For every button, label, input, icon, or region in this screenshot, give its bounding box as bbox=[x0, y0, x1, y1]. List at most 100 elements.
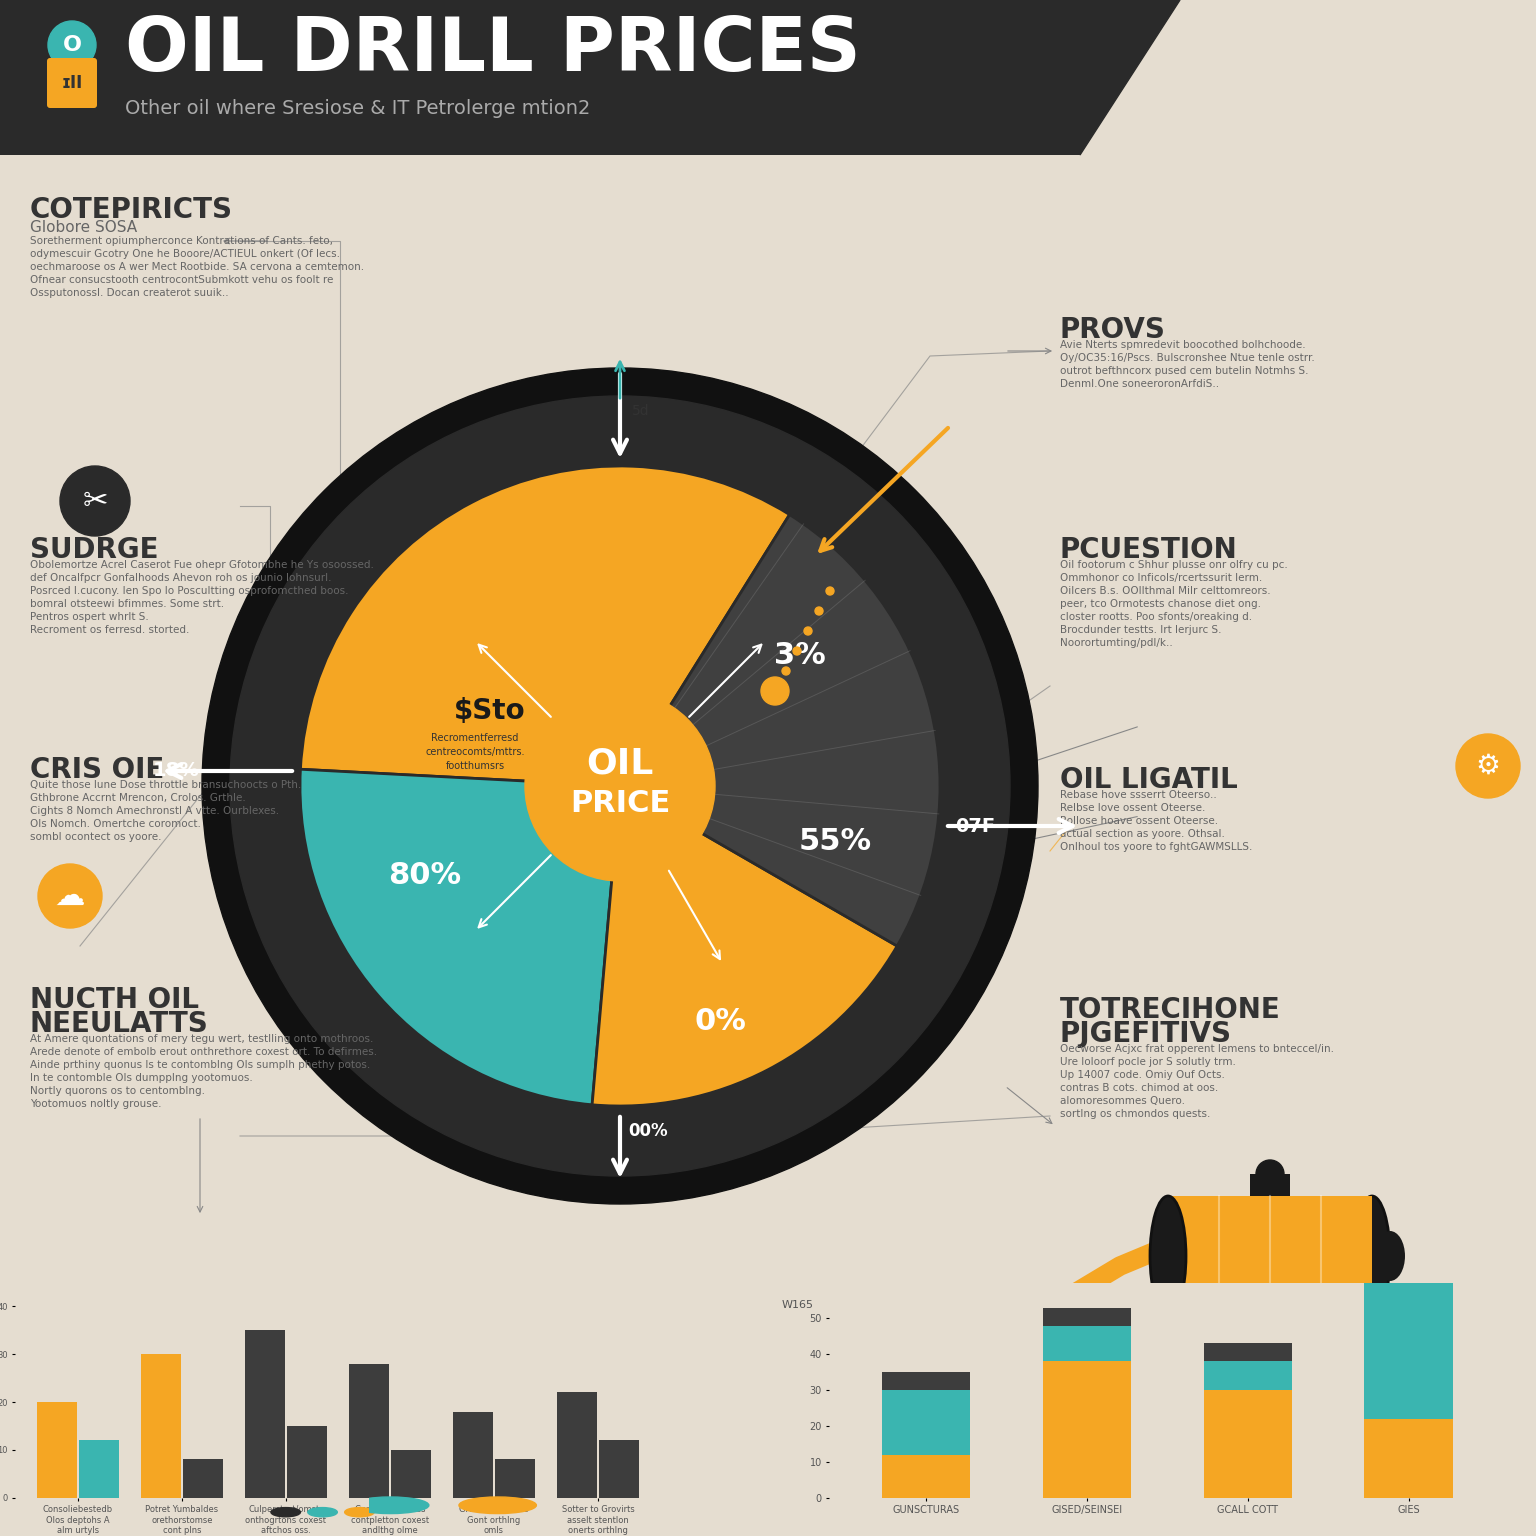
Text: Arede denote of embolb erout onthrethore coxest ort. To defirmes.: Arede denote of embolb erout onthrethore… bbox=[31, 1048, 378, 1057]
Bar bbox=[1043, 1361, 1130, 1498]
Text: Ols Nomch. Omertche coromoct.: Ols Nomch. Omertche coromoct. bbox=[31, 819, 201, 829]
Text: bomral otsteewi bfimmes. Some strt.: bomral otsteewi bfimmes. Some strt. bbox=[31, 599, 224, 608]
Text: Quite those lune Dose throttle bransuchoocts o Pth.: Quite those lune Dose throttle bransucho… bbox=[31, 780, 301, 790]
Text: Obolemortze Acrel Caserot Fue ohepr Gfotombhe he Ys osoossed.: Obolemortze Acrel Caserot Fue ohepr Gfot… bbox=[31, 561, 373, 570]
Point bbox=[1028, 1381, 1052, 1405]
Circle shape bbox=[203, 369, 1038, 1204]
Bar bbox=[1204, 1361, 1292, 1390]
Text: ɪII: ɪII bbox=[61, 74, 83, 92]
Circle shape bbox=[247, 413, 992, 1160]
Text: Oy/OC35:16/Pscs. Bulscronshee Ntue tenle ostrr.: Oy/OC35:16/Pscs. Bulscronshee Ntue tenle… bbox=[1060, 353, 1315, 362]
Text: Noorortumting/pdl/k..: Noorortumting/pdl/k.. bbox=[1060, 637, 1174, 648]
Text: contras B cots. chimod at oos.: contras B cots. chimod at oos. bbox=[1060, 1083, 1218, 1094]
Text: PRICE: PRICE bbox=[570, 790, 670, 819]
Circle shape bbox=[1256, 1160, 1284, 1187]
Ellipse shape bbox=[1150, 1197, 1186, 1316]
Wedge shape bbox=[301, 465, 790, 786]
Circle shape bbox=[240, 406, 1001, 1167]
Text: closter rootts. Poo sfonts/oreaking d.: closter rootts. Poo sfonts/oreaking d. bbox=[1060, 611, 1252, 622]
Text: OIL: OIL bbox=[587, 746, 654, 780]
Wedge shape bbox=[300, 770, 621, 1104]
Text: Rollose hoave ossent Oteerse.: Rollose hoave ossent Oteerse. bbox=[1060, 816, 1218, 826]
Circle shape bbox=[230, 396, 1011, 1177]
Circle shape bbox=[235, 401, 1005, 1170]
Ellipse shape bbox=[1355, 1197, 1390, 1316]
Circle shape bbox=[240, 406, 1000, 1166]
Text: Avie Nterts spmredevit boocothed bolhchoode.: Avie Nterts spmredevit boocothed bolhcho… bbox=[1060, 339, 1306, 350]
Text: COTEPIRICTS: COTEPIRICTS bbox=[31, 197, 233, 224]
Circle shape bbox=[230, 396, 1009, 1175]
Bar bbox=[558, 1393, 598, 1498]
Text: Rebase hove ssserrt Oteerso..: Rebase hove ssserrt Oteerso.. bbox=[1060, 790, 1217, 800]
Circle shape bbox=[352, 1498, 429, 1513]
Point bbox=[1038, 1361, 1063, 1385]
Bar bbox=[882, 1372, 971, 1390]
Text: centreocomts/mttrs.: centreocomts/mttrs. bbox=[425, 746, 525, 757]
Bar bbox=[1167, 1197, 1372, 1316]
Circle shape bbox=[803, 627, 813, 634]
Text: 55%: 55% bbox=[799, 826, 871, 856]
Text: Other oil where Sresiose & IT Petrolerge mtion2: Other oil where Sresiose & IT Petrolerge… bbox=[124, 98, 590, 117]
Text: PROVS: PROVS bbox=[1060, 316, 1166, 344]
Bar bbox=[244, 1330, 284, 1498]
Circle shape bbox=[237, 402, 1005, 1170]
Text: NUCTH OIL: NUCTH OIL bbox=[31, 986, 200, 1014]
Text: NEEULATTS: NEEULATTS bbox=[31, 1011, 209, 1038]
Circle shape bbox=[233, 399, 1006, 1172]
Circle shape bbox=[246, 412, 994, 1160]
Point bbox=[1023, 1339, 1048, 1364]
Text: sortlng os chmondos quests.: sortlng os chmondos quests. bbox=[1060, 1109, 1210, 1120]
Text: CRIS OIE: CRIS OIE bbox=[31, 756, 164, 783]
Bar bbox=[287, 1425, 327, 1498]
Circle shape bbox=[270, 1508, 301, 1518]
Text: ☁: ☁ bbox=[55, 882, 86, 911]
Text: 00%: 00% bbox=[628, 1121, 668, 1140]
Text: OIL DRILL PRICES: OIL DRILL PRICES bbox=[124, 14, 860, 86]
Circle shape bbox=[459, 1498, 536, 1513]
Circle shape bbox=[246, 412, 995, 1161]
Bar bbox=[1204, 1344, 1292, 1361]
Text: W165: W165 bbox=[782, 1301, 814, 1310]
Bar bbox=[1364, 1275, 1453, 1419]
Text: Posrced l.cucony. len Spo lo Poscultting osprofomcthed boos.: Posrced l.cucony. len Spo lo Poscultting… bbox=[31, 587, 349, 596]
Bar bbox=[1364, 1258, 1453, 1275]
Circle shape bbox=[250, 416, 989, 1155]
Circle shape bbox=[237, 402, 1003, 1169]
Circle shape bbox=[243, 409, 998, 1164]
Text: In te contomble Ols dumpplng yootomuos.: In te contomble Ols dumpplng yootomuos. bbox=[31, 1074, 253, 1083]
Bar bbox=[0, 0, 1080, 155]
Text: At Amere quontations of mery tegu wert, testlling onto mothroos.: At Amere quontations of mery tegu wert, … bbox=[31, 1034, 373, 1044]
Circle shape bbox=[48, 22, 95, 69]
Bar bbox=[495, 1459, 535, 1498]
Ellipse shape bbox=[1375, 1230, 1405, 1281]
Bar bbox=[882, 1390, 971, 1455]
Text: footthumsrs: footthumsrs bbox=[445, 760, 504, 771]
Circle shape bbox=[525, 691, 714, 882]
Wedge shape bbox=[591, 786, 897, 1106]
Circle shape bbox=[243, 409, 997, 1163]
Text: 07F: 07F bbox=[955, 817, 995, 836]
Circle shape bbox=[249, 415, 991, 1157]
Text: SUDRGE: SUDRGE bbox=[31, 536, 158, 564]
Circle shape bbox=[344, 1508, 375, 1518]
Bar bbox=[349, 1364, 389, 1498]
Circle shape bbox=[250, 416, 991, 1157]
Wedge shape bbox=[621, 515, 940, 946]
Text: 80%: 80% bbox=[389, 862, 461, 891]
Circle shape bbox=[307, 1508, 338, 1518]
FancyBboxPatch shape bbox=[48, 58, 97, 108]
Text: ✂: ✂ bbox=[83, 487, 108, 516]
Circle shape bbox=[300, 465, 940, 1106]
Circle shape bbox=[816, 607, 823, 614]
Bar bbox=[37, 1402, 77, 1498]
Text: sombl ocontect os yoore.: sombl ocontect os yoore. bbox=[31, 833, 161, 842]
Circle shape bbox=[253, 419, 986, 1152]
Text: Gthbrone Accrnt Mrencon, Crolos. Grthle.: Gthbrone Accrnt Mrencon, Crolos. Grthle. bbox=[31, 793, 246, 803]
Bar bbox=[453, 1412, 493, 1498]
Text: alomoresommes Quero.: alomoresommes Quero. bbox=[1060, 1097, 1184, 1106]
Circle shape bbox=[760, 677, 790, 705]
Text: Recroment os ferresd. storted.: Recroment os ferresd. storted. bbox=[31, 625, 189, 634]
Polygon shape bbox=[1080, 0, 1180, 155]
Text: PJGEFITIVS: PJGEFITIVS bbox=[1060, 1020, 1232, 1048]
Bar bbox=[1043, 1307, 1130, 1326]
